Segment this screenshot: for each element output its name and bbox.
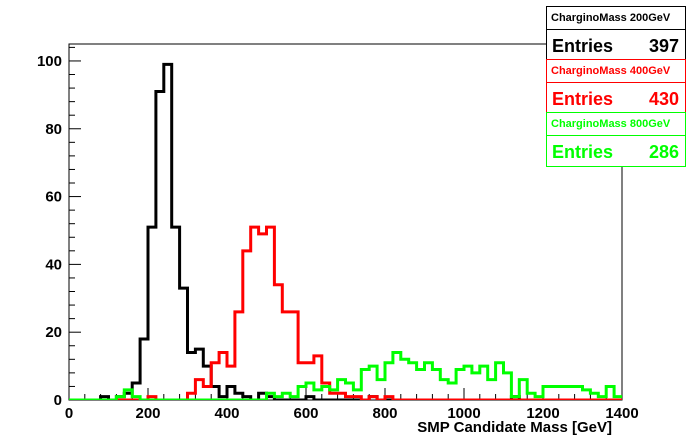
stat-box-entries-row: Entries 430: [547, 83, 685, 113]
x-axis-title: SMP Candidate Mass [GeV]: [417, 419, 612, 436]
entries-label: Entries: [552, 89, 614, 109]
entries-value: 286: [648, 142, 679, 162]
y-tick-label: 20: [45, 324, 62, 341]
y-tick-label: 100: [37, 53, 62, 70]
histogram-line-3: [69, 351, 622, 400]
x-tick-label: 0: [65, 405, 73, 422]
stat-box-800: CharginoMass 800GeV Entries 286: [546, 112, 686, 167]
x-axis: 0 200 400 600 800 1000 1200 1400: [65, 388, 639, 422]
y-tick-label: 80: [45, 121, 62, 138]
entries-value: 397: [648, 36, 679, 56]
x-tick-label: 600: [293, 405, 318, 422]
y-tick-label: 60: [45, 189, 62, 206]
stat-box-title: CharginoMass 400GeV: [547, 60, 685, 83]
stat-box-400: CharginoMass 400GeV Entries 430: [546, 59, 686, 114]
stat-box-entries-row: Entries 397: [547, 30, 685, 60]
x-tick-label: 1400: [605, 405, 638, 422]
stat-box-200: CharginoMass 200GeV Entries 397: [546, 6, 686, 61]
x-tick-label: 1200: [526, 405, 559, 422]
entries-value: 430: [648, 89, 679, 109]
plot-frame: [68, 43, 623, 401]
series-layer: [69, 62, 622, 400]
stat-box-title: CharginoMass 800GeV: [547, 113, 685, 136]
stat-box-title: CharginoMass 200GeV: [547, 7, 685, 30]
y-axis: 0 20 40 60 80 100: [37, 46, 81, 409]
y-tick-label: 40: [45, 256, 62, 273]
histogram-line-2: [69, 225, 622, 400]
x-tick-label: 200: [135, 405, 160, 422]
x-tick-label: 800: [372, 405, 397, 422]
entries-label: Entries: [552, 36, 614, 56]
entries-label: Entries: [552, 142, 614, 162]
x-tick-label: 1000: [447, 405, 480, 422]
stat-box-entries-row: Entries 286: [547, 136, 685, 166]
x-tick-label: 400: [214, 405, 239, 422]
y-tick-label: 0: [54, 392, 62, 409]
